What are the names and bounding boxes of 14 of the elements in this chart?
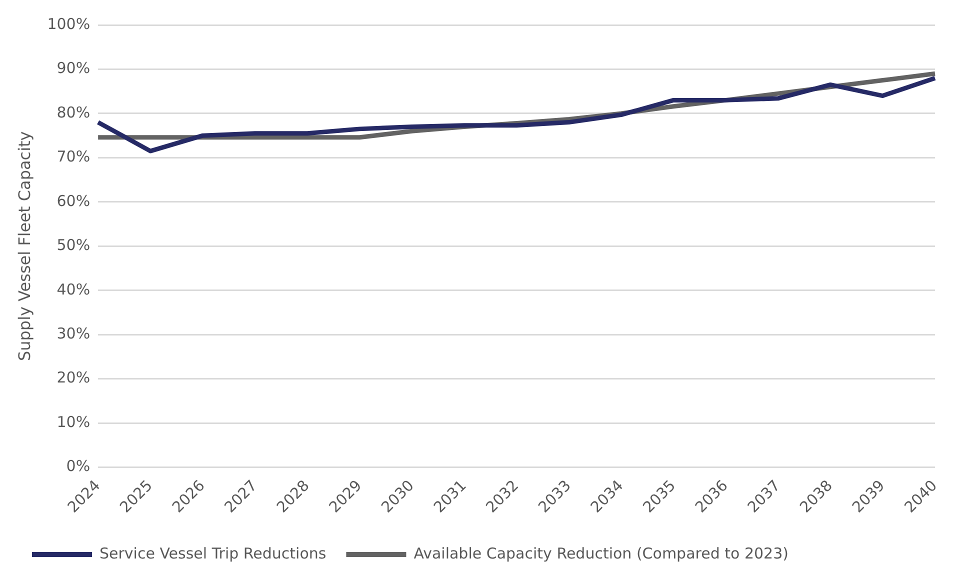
legend-label: Service Vessel Trip Reductions [100, 544, 326, 562]
y-tick-label: 20% [56, 368, 90, 387]
y-tick-label: 10% [56, 412, 90, 431]
y-tick-label: 60% [56, 192, 90, 210]
y-tick-label: 40% [56, 280, 90, 298]
y-tick-label: 80% [56, 103, 90, 122]
y-tick-label: 90% [56, 59, 90, 78]
y-tick-label: 70% [56, 148, 90, 166]
legend-label: Available Capacity Reduction (Compared to 2023) [414, 544, 788, 562]
y-tick-label: 30% [56, 324, 90, 342]
y-tick-label: 50% [56, 236, 90, 254]
y-axis-title: Supply Vessel Fleet Capacity [14, 131, 34, 362]
y-tick-label: 0% [66, 457, 90, 476]
y-tick-label: 100% [47, 14, 90, 33]
